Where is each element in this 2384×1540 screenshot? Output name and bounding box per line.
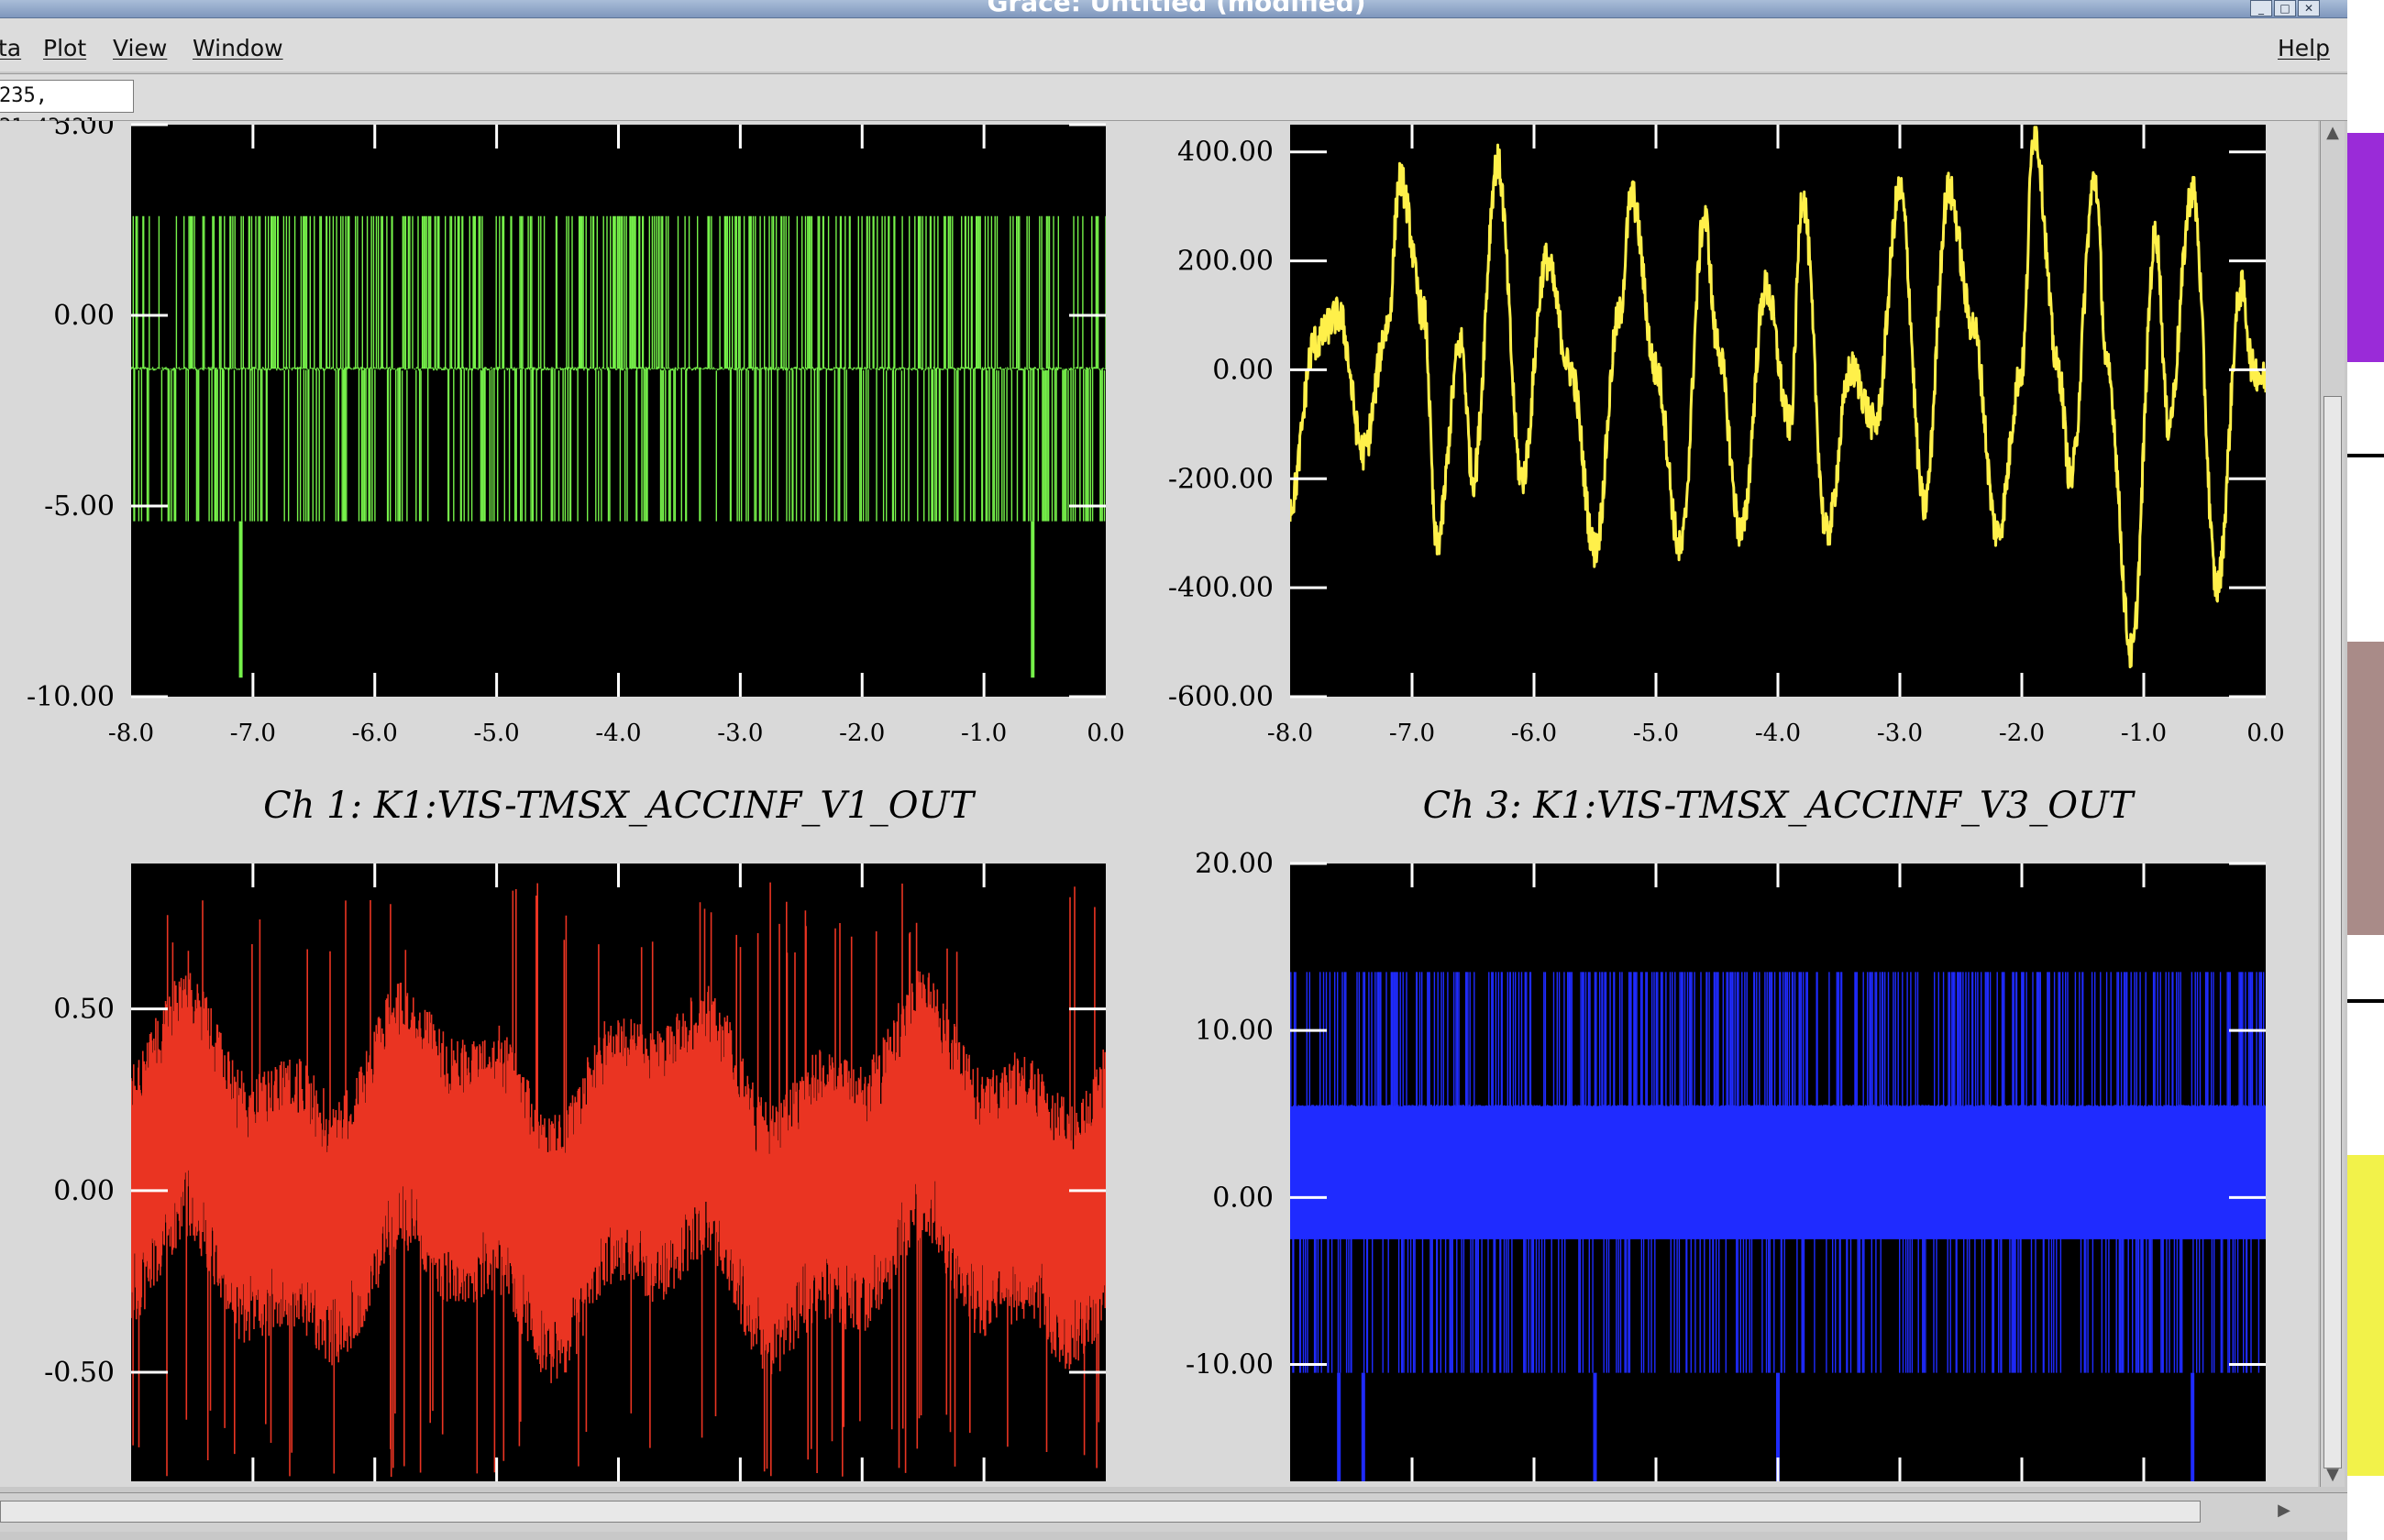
y-tick-label: -10.00 [27,681,115,713]
menu-data[interactable]: ta [0,35,22,61]
chart-1[interactable]: -10.00 -5.00 0.00 5.00 -8.0 -7.0 -6.0 -5.0 -4.0 -… [27,121,1125,747]
strip-brown-trace [2347,642,2384,935]
scroll-up-arrow-icon[interactable]: ▲ [2326,123,2339,142]
y-tick-label: 400.00 [1177,137,1274,169]
scroll-right-arrow-icon[interactable]: ▶ [2278,1501,2290,1520]
x-tick-label: -6.0 [352,720,398,747]
close-button[interactable]: ✕ [2298,0,2320,16]
chart-2[interactable]: -600.00 -400.00 -200.00 0.00 200.00 400.00 -8.… [1168,121,2285,747]
x-tick-label: -3.0 [1877,720,1923,747]
menu-window[interactable]: Window [193,35,283,61]
y-tick-label: -600.00 [1168,681,1274,713]
locator-field[interactable]: 235, 21.4342] [0,80,134,138]
y-tick-label: 10.00 [1195,1015,1274,1047]
x-tick-label: -5.0 [474,720,520,747]
y-tick-label: -400.00 [1168,572,1274,604]
y-tick-label: 5.00 [53,121,115,141]
series-line [1290,126,2266,669]
x-tick-label: -6.0 [1511,720,1557,747]
x-tick-label: -4.0 [595,720,641,747]
scroll-down-arrow-icon[interactable]: ▼ [2326,1465,2339,1484]
x-tick-label: -1.0 [961,720,1007,747]
plot-area [1290,125,2266,697]
y-tick-label: 0.00 [53,300,115,332]
menu-help[interactable]: Help [2278,35,2330,61]
x-tick-label: -4.0 [1755,720,1801,747]
menu-view[interactable]: View [113,35,168,61]
x-tick-label: -2.0 [1999,720,2045,747]
y-tick-label: 0.50 [53,994,115,1026]
strip-purple-trace [2347,133,2384,362]
x-tick-label: -3.0 [717,720,763,747]
vertical-scrollbar[interactable]: ▲ ▼ [2320,121,2345,1487]
y-tick-label: -200.00 [1168,463,1274,495]
y-tick-label: 0.00 [1212,354,1274,386]
y-tick-label: 0.00 [53,1175,115,1207]
vertical-scroll-thumb[interactable] [2323,396,2342,1468]
menu-plot[interactable]: Plot [43,35,87,61]
y-tick-label: 0.00 [1212,1182,1274,1214]
maximize-button[interactable]: □ [2274,0,2296,16]
x-tick-label: -7.0 [1389,720,1435,747]
horizontal-scroll-thumb[interactable] [0,1501,2201,1523]
menubar: ta Plot View Window Help [0,18,2347,72]
y-tick-label: 200.00 [1177,246,1274,278]
background-window-strip [2347,0,2384,1540]
y-tick-label: -0.50 [44,1357,115,1389]
x-tick-label: 0.0 [2246,720,2284,747]
series-line [1290,972,2266,1373]
chart-3[interactable]: -0.50 0.00 0.50 Ch 1: K1:VIS-TMSX_ACCINF_V1… [44,785,1106,1481]
y-tick-label: 20.00 [1195,848,1274,880]
x-tick-label: -1.0 [2121,720,2167,747]
plots-svg: -10.00-5.000.005.00-8.0 -7.0 -6.0 -5.0 -4.0-… [27,121,2285,1481]
strip-yellow-trace [2347,1155,2384,1476]
chart-title: Ch 3: K1:VIS-TMSX_ACCINF_V3_OUT [1423,785,2136,827]
y-tick-label: -10.00 [1186,1348,1274,1380]
x-tick-label: -7.0 [230,720,276,747]
horizontal-scrollbar[interactable]: ▶ [0,1492,2347,1532]
x-tick-label: -2.0 [839,720,885,747]
x-tick-label: 0.0 [1087,720,1124,747]
plot-area [131,125,1106,697]
minimize-button[interactable]: _ [2250,0,2272,16]
x-tick-label: -5.0 [1633,720,1679,747]
chart-4[interactable]: -10.00 0.00 10.00 20.00 Ch 3: K1:VIS-TMSX_AC… [1186,785,2266,1481]
locator-bar: 235, 21.4342] [0,73,2347,138]
window-titlebar[interactable]: Grace: Untitled (modified) _ □ ✕ [0,0,2353,18]
window-title: Grace: Untitled (modified) [987,0,1366,17]
chart-title: Ch 1: K1:VIS-TMSX_ACCINF_V1_OUT [263,785,977,827]
series-line [131,882,1106,1478]
x-tick-label: -8.0 [108,720,154,747]
y-tick-label: -5.00 [44,490,115,522]
x-tick-label: -8.0 [1267,720,1313,747]
series-line [131,215,1106,522]
